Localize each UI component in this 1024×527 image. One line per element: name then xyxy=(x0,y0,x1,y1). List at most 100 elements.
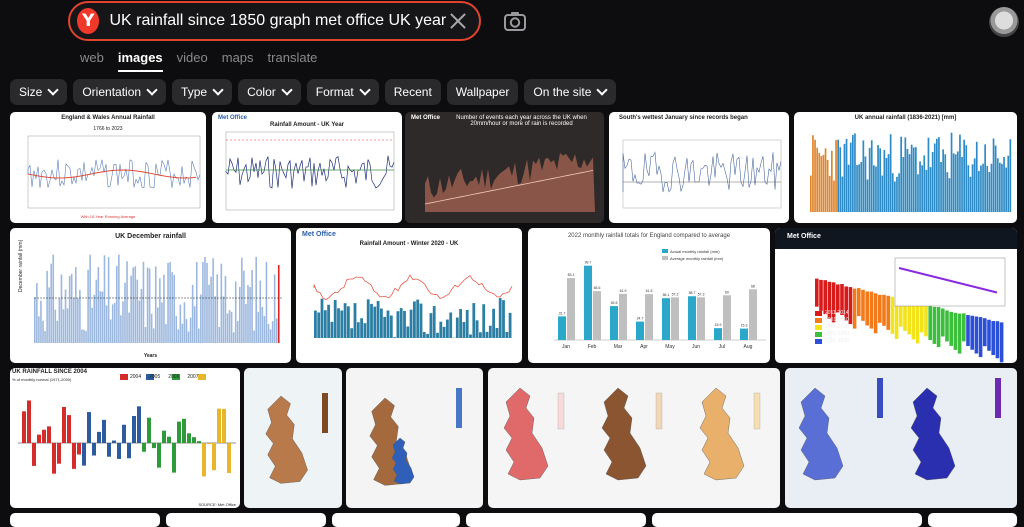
daily-rain-bar xyxy=(439,322,442,338)
december-bar xyxy=(188,332,190,343)
legend-item: 2011-2014 xyxy=(825,310,849,317)
annual-bar xyxy=(869,148,871,212)
bar-actual xyxy=(558,316,566,340)
uk-map-shape xyxy=(911,388,955,480)
tab-web[interactable]: web xyxy=(80,50,104,72)
daily-rain-bar xyxy=(416,300,419,338)
camera-icon[interactable] xyxy=(503,10,527,32)
filter-format[interactable]: Format xyxy=(307,79,379,105)
tick-label: Feb xyxy=(588,344,597,350)
annual-bar xyxy=(879,148,881,212)
search-input[interactable]: UK rainfall since 1850 graph met office … xyxy=(109,12,446,30)
filter-type[interactable]: Type xyxy=(172,79,232,105)
monthly-bar xyxy=(177,422,181,443)
rank-bar xyxy=(916,303,920,343)
annual-bar xyxy=(850,143,852,212)
daily-rain-bar xyxy=(317,312,320,338)
december-bar xyxy=(204,257,206,343)
result-image-6[interactable]: UK December rainfall December rainfall (… xyxy=(10,228,291,363)
data-label: 31.7 xyxy=(559,311,566,315)
filter-label: Color xyxy=(247,85,276,99)
result-title: UK December rainfall xyxy=(10,233,291,240)
december-bar xyxy=(128,313,130,343)
rank-bar xyxy=(815,279,819,307)
legend-swatch xyxy=(815,325,822,330)
filter-on-the-site[interactable]: On the site xyxy=(524,79,616,105)
rank-bar xyxy=(987,320,991,351)
result-image-5[interactable]: UK annual rainfall (1836-2021) [mm] xyxy=(794,112,1017,223)
annual-bar xyxy=(902,157,904,212)
colour-scale xyxy=(558,393,564,429)
annual-bar xyxy=(867,180,869,212)
tab-images[interactable]: images xyxy=(118,50,163,72)
december-bar xyxy=(61,275,63,343)
annual-bar xyxy=(827,160,829,212)
uk-rainfall-anomaly-maps-thumbnail xyxy=(785,368,1017,508)
result-image-1[interactable]: England & Wales Annual Rainfall 1766 to … xyxy=(10,112,206,223)
yandex-logo[interactable]: Y xyxy=(77,8,99,34)
december-bar xyxy=(161,302,163,343)
annual-bar xyxy=(894,181,896,212)
annual-bar xyxy=(1005,168,1007,212)
daily-rain-bar xyxy=(347,306,350,338)
filter-recent[interactable]: Recent xyxy=(385,79,441,105)
result-image-8[interactable]: Jan31.783.1Feb99.765.6Mar45.561.9Apr24.7… xyxy=(528,228,770,363)
legend-item: 2005 xyxy=(149,374,160,380)
avatar[interactable] xyxy=(989,7,1019,37)
december-bar xyxy=(276,318,278,343)
legend-swatch xyxy=(198,374,206,380)
data-label: 57.2 xyxy=(672,292,679,296)
daily-rain-bar xyxy=(337,308,340,338)
filter-color[interactable]: Color xyxy=(238,79,301,105)
tab-maps[interactable]: maps xyxy=(222,50,254,72)
rank-bar xyxy=(861,290,865,321)
december-bar xyxy=(163,275,165,343)
december-bar xyxy=(231,312,233,343)
result-image-9[interactable]: Met Office 2011-2014 2001-2010 1991-2000… xyxy=(775,228,1017,363)
legend-item: 2007 xyxy=(187,374,198,380)
daily-rain-bar xyxy=(489,326,492,338)
legend-average: Average monthly rainfall (mm) xyxy=(670,256,723,261)
december-bar xyxy=(167,263,169,343)
december-bar xyxy=(114,303,116,343)
bar-actual xyxy=(688,296,696,340)
result-image-11[interactable] xyxy=(244,368,342,508)
colour-scale xyxy=(877,378,883,418)
daily-rain-bar xyxy=(502,300,505,338)
december-bar xyxy=(67,308,69,343)
annual-bar xyxy=(818,153,820,212)
filter-orientation[interactable]: Orientation xyxy=(73,79,166,105)
search-bar[interactable]: Y UK rainfall since 1850 graph met offic… xyxy=(68,1,481,41)
monthly-bar xyxy=(227,443,231,473)
tab-translate[interactable]: translate xyxy=(268,50,318,72)
annual-bar xyxy=(982,164,984,212)
result-image-3[interactable]: Met Office Number of events each year ac… xyxy=(405,112,604,223)
tab-video[interactable]: video xyxy=(177,50,208,72)
daily-rain-bar xyxy=(492,309,495,338)
result-image-14[interactable] xyxy=(785,368,1017,508)
result-image-2[interactable]: Met Office Rainfall Amount - UK Year xyxy=(212,112,402,223)
december-bar xyxy=(132,267,134,343)
bar-actual xyxy=(714,328,722,340)
daily-rain-bar xyxy=(472,303,475,338)
winter-rainfall-thumbnail xyxy=(296,228,522,363)
clear-icon[interactable] xyxy=(446,9,467,33)
monthly-bar xyxy=(22,411,26,443)
annual-bar xyxy=(892,173,894,212)
daily-rain-bar xyxy=(479,332,482,338)
result-image-13[interactable] xyxy=(488,368,780,508)
result-image-12[interactable] xyxy=(346,368,483,508)
result-image-10[interactable]: UK RAINFALL SINCE 2004 % of monthly norm… xyxy=(10,368,240,508)
result-image-4[interactable]: South's wettest January since records be… xyxy=(609,112,789,223)
legend-swatch xyxy=(120,374,128,380)
x-axis-label: Years xyxy=(10,353,291,359)
filter-wallpaper[interactable]: Wallpaper xyxy=(447,79,519,105)
result-image-7[interactable]: Met Office Rainfall Amount - Winter 2020… xyxy=(296,228,522,363)
filter-size[interactable]: Size xyxy=(10,79,67,105)
december-bar xyxy=(106,305,108,343)
rank-bar xyxy=(870,292,874,329)
rank-bar xyxy=(924,305,928,336)
annual-bar xyxy=(825,148,827,212)
monthly-bar xyxy=(217,409,221,443)
december-bar xyxy=(91,308,93,343)
